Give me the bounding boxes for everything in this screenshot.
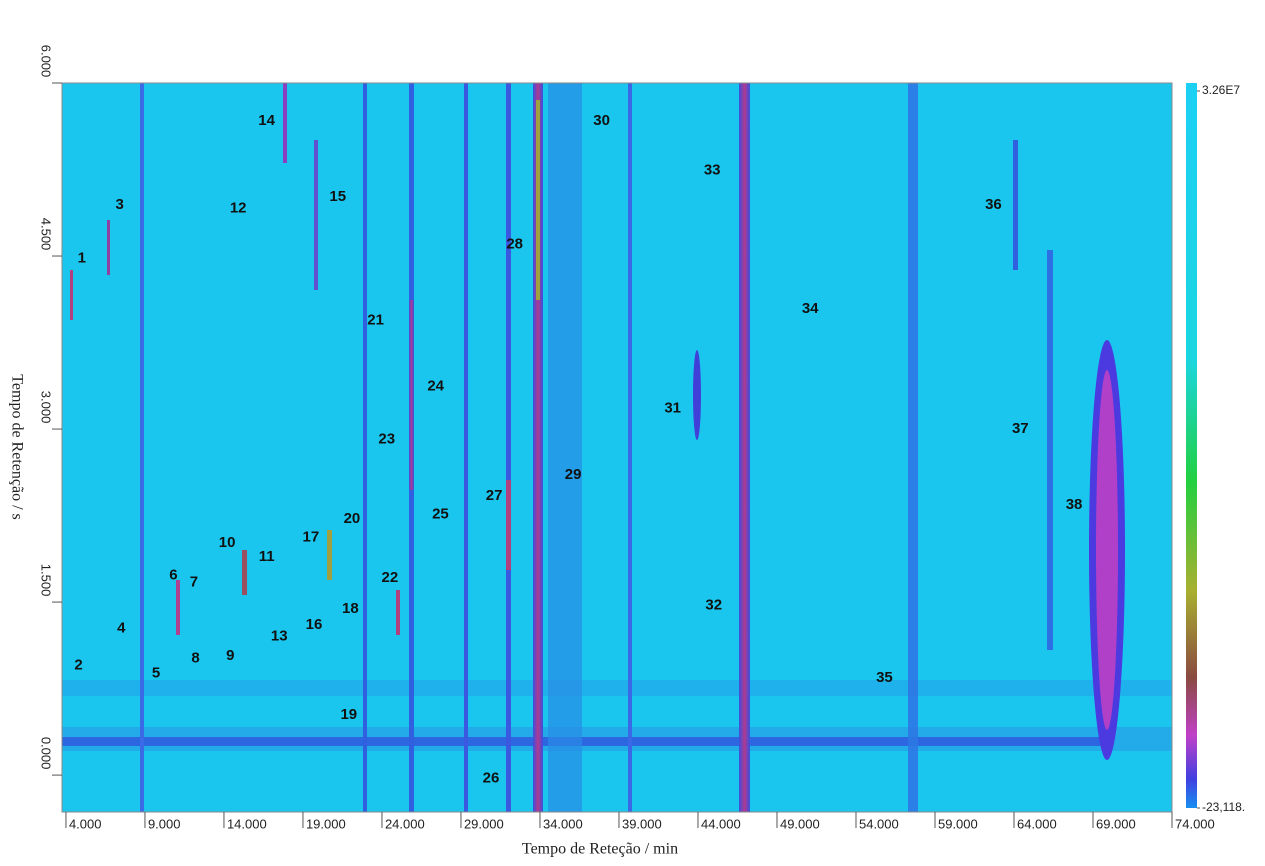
peak-label: 21	[367, 312, 384, 329]
x-tick-label: 64.000	[1017, 816, 1057, 831]
peak-label: 37	[1012, 420, 1029, 437]
peak-label: 13	[271, 628, 288, 645]
peak-label: 34	[802, 300, 819, 317]
peak-label: 11	[259, 548, 275, 565]
x-tick-label: 49.000	[780, 816, 820, 831]
peak-label: 20	[344, 510, 361, 527]
peak-label: 22	[382, 569, 399, 586]
colorbar-label: 3.26E7	[1202, 83, 1240, 97]
peak-label: 38	[1066, 496, 1083, 513]
colorbar-label: -23,118.	[1202, 800, 1245, 814]
peak-label: 5	[152, 665, 160, 682]
y-axis-title: Tempo de Retenção / s	[8, 374, 25, 520]
x-tick-label: 74.000	[1175, 816, 1215, 831]
y-tick-label: 1.500	[39, 564, 54, 597]
peak-label: 16	[306, 616, 323, 633]
y-tick-label: 6.000	[39, 45, 54, 78]
peak-label: 3	[116, 196, 124, 213]
x-tick-label: 69.000	[1096, 816, 1136, 831]
x-tick-label: 39.000	[622, 816, 662, 831]
y-tick-label: 0.000	[39, 737, 54, 770]
plot-frame	[61, 82, 1173, 813]
y-tick-label: 4.500	[39, 218, 54, 251]
peak-label: 24	[427, 377, 444, 394]
peak-label: 31	[664, 399, 681, 416]
x-axis-title: Tempo de Reteção / min	[522, 841, 678, 858]
peak-label: 2	[74, 656, 82, 673]
peak-label: 19	[340, 706, 357, 723]
x-tick-label: 4.000	[69, 816, 102, 831]
x-tick-label: 54.000	[859, 816, 899, 831]
colorbar	[1186, 83, 1197, 808]
x-tick-label: 19.000	[306, 816, 346, 831]
x-tick-label: 14.000	[227, 816, 267, 831]
peak-label: 6	[169, 567, 177, 584]
peak-label: 28	[506, 235, 523, 252]
x-tick-label: 34.000	[543, 816, 583, 831]
peak-label: 12	[230, 200, 247, 217]
heatmap	[62, 83, 1172, 812]
peak-label: 8	[191, 650, 199, 667]
peak-label: 27	[486, 487, 503, 504]
peak-label: 18	[342, 600, 359, 617]
peak-label: 15	[329, 188, 346, 205]
peak-label: 9	[226, 647, 234, 664]
peak-label: 14	[258, 112, 275, 129]
peak-label: 30	[593, 112, 610, 129]
x-tick-label: 29.000	[464, 816, 504, 831]
peak-label: 26	[483, 770, 500, 787]
peak-label: 4	[117, 620, 126, 637]
y-tick-label: 3.000	[39, 391, 54, 424]
peak-label: 17	[303, 528, 320, 545]
x-tick-label: 59.000	[938, 816, 978, 831]
peak-label: 25	[432, 505, 449, 522]
peak-label: 32	[705, 596, 722, 613]
peak-label: 23	[378, 430, 395, 447]
peak-label: 10	[219, 534, 236, 551]
peak-label: 36	[985, 196, 1002, 213]
peak-label: 1	[78, 249, 86, 266]
x-tick-label: 44.000	[701, 816, 741, 831]
peak-label: 33	[704, 162, 721, 179]
peak-label: 29	[565, 466, 582, 483]
x-tick-label: 9.000	[148, 816, 181, 831]
peak-label: 7	[190, 573, 198, 590]
x-tick-label: 24.000	[385, 816, 425, 831]
peak-label: 35	[876, 669, 893, 686]
